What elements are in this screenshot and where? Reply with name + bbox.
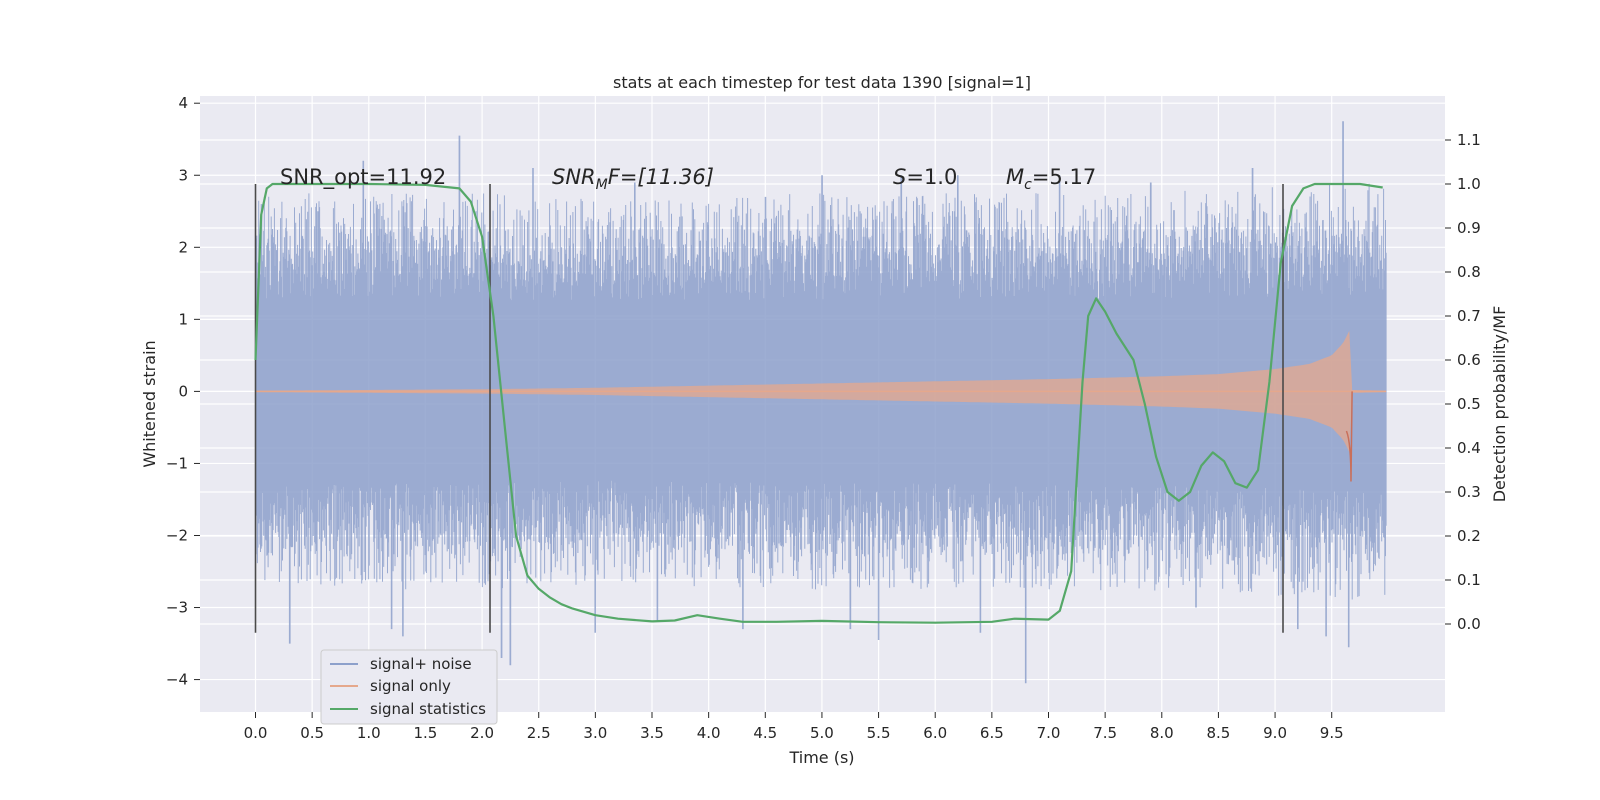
x-axis-ticks: 0.0 0.5 1.0 1.5 2.0 2.5 3.0 3.5 4.0 4.5 5.0 5.5 6.0 6… [244,712,1344,742]
x-axis-label: Time (s) [788,748,854,767]
right-y-tick-label: 0.4 [1457,439,1481,457]
left-y-tick-label: 1 [178,310,188,328]
right-y-tick-label: 0.7 [1457,307,1481,325]
right-y-tick-label: 0.2 [1457,527,1481,545]
annotation-snr-opt: SNR_opt=11.92 [280,165,446,190]
left-y-tick-label: −2 [166,526,188,544]
series-signal-only [255,330,1387,482]
left-y-tick-label: −3 [166,599,188,617]
left-y-tick-label: 0 [178,382,188,400]
annotation-mc: Mc=5.17 [1006,165,1096,193]
left-y-tick-label: 3 [178,166,188,184]
x-tick-label: 2.5 [527,724,551,742]
left-y-tick-label: −4 [166,671,188,689]
legend-label-signal-statistics: signal statistics [370,700,486,718]
x-tick-label: 7.5 [1093,724,1117,742]
x-tick-label: 8.5 [1207,724,1231,742]
legend-label-signal-only: signal only [370,677,451,695]
left-y-tick-label: −1 [166,454,188,472]
right-y-tick-label: 0.3 [1457,483,1481,501]
right-y-tick-label: 1.1 [1457,131,1481,149]
legend-label-signal-plus-noise: signal+ noise [370,655,472,673]
x-tick-label: 7.0 [1037,724,1061,742]
x-tick-label: 6.0 [923,724,947,742]
right-y-axis-label: Detection probability/MF [1490,306,1509,503]
x-tick-label: 9.0 [1263,724,1287,742]
left-y-tick-label: 4 [178,94,188,112]
right-y-tick-label: 0.9 [1457,219,1481,237]
x-tick-label: 1.0 [357,724,381,742]
x-tick-label: 5.5 [867,724,891,742]
x-tick-label: 3.0 [583,724,607,742]
left-y-axis-ticks: −4 −3 −2 −1 0 1 2 3 4 [166,94,200,689]
left-y-tick-label: 2 [178,238,188,256]
legend: signal+ noise signal only signal statist… [320,649,498,725]
x-tick-label: 5.0 [810,724,834,742]
statistics-line [254,182,1383,624]
left-y-axis-label: Whitened strain [140,340,159,467]
x-tick-label: 1.5 [414,724,438,742]
x-tick-label: 8.0 [1150,724,1174,742]
right-y-tick-label: 0.0 [1457,615,1481,633]
right-y-tick-label: 0.6 [1457,351,1481,369]
series-signal-statistics [254,182,1383,624]
right-y-tick-label: 0.8 [1457,263,1481,281]
signal-only-merger [1345,391,1353,482]
x-tick-label: 4.5 [753,724,777,742]
right-y-tick-label: 1.0 [1457,175,1481,193]
chart-title: stats at each timestep for test data 139… [613,73,1031,92]
x-tick-label: 3.5 [640,724,664,742]
right-y-axis-ticks: 0.0 0.1 0.2 0.3 0.4 0.5 0.6 0.7 0.8 0.9 1.0 1.1 [1445,131,1481,633]
right-y-tick-label: 0.5 [1457,395,1481,413]
x-tick-label: 2.0 [470,724,494,742]
x-tick-label: 0.0 [244,724,268,742]
x-tick-label: 6.5 [980,724,1004,742]
window-markers [254,184,1284,633]
right-y-tick-label: 0.1 [1457,571,1481,589]
annotation-s: S=1.0 [893,165,957,189]
x-tick-label: 4.0 [697,724,721,742]
legend-box [320,649,498,725]
x-tick-label: 9.5 [1320,724,1344,742]
x-tick-label: 0.5 [300,724,324,742]
annotation-snr-mf: SNRMF=[11.36] [552,165,714,193]
